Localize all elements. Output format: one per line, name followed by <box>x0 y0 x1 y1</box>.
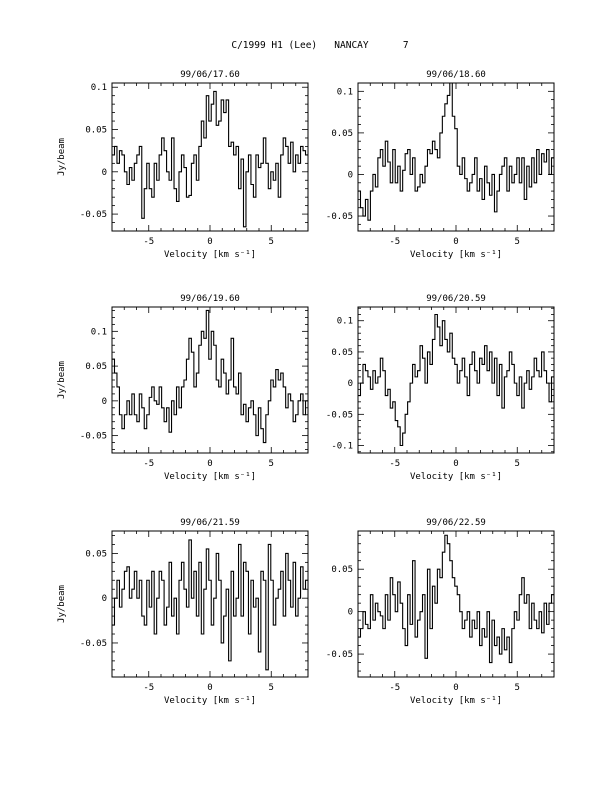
y-axis-label: Jy/beam <box>57 361 67 399</box>
x-tick-label: -5 <box>389 459 400 469</box>
x-tick-label: 5 <box>515 683 520 693</box>
y-tick-label: -0.05 <box>80 210 107 220</box>
panel-title: 99/06/22.59 <box>426 518 486 528</box>
x-tick-label: -5 <box>389 237 400 247</box>
x-axis-label: Velocity [km s⁻¹] <box>410 472 502 482</box>
x-tick-label: 5 <box>269 237 274 247</box>
spectrum-panel-3: -5 0 5 -0.05 0 0.05 0.1 99/06/19.60 Velocity [km… <box>57 294 309 482</box>
panel-title: 99/06/17.60 <box>180 70 240 80</box>
x-axis-label: Velocity [km s⁻¹] <box>164 250 256 260</box>
panel-title: 99/06/20.59 <box>426 294 486 304</box>
y-tick-label: -0.05 <box>80 639 107 649</box>
panel-title: 99/06/19.60 <box>180 294 240 304</box>
x-tick-label: 5 <box>269 459 274 469</box>
y-tick-label: 0 <box>348 608 353 618</box>
x-tick-label: -5 <box>143 237 154 247</box>
y-axis-label: Jy/beam <box>57 138 67 176</box>
x-tick-label: -5 <box>143 683 154 693</box>
x-tick-label: 0 <box>453 683 458 693</box>
y-tick-label: 0.05 <box>331 348 353 358</box>
y-tick-label: 0.05 <box>85 126 107 136</box>
y-tick-label: 0 <box>102 168 107 178</box>
y-tick-label: -0.05 <box>326 410 353 420</box>
x-tick-label: 5 <box>515 237 520 247</box>
spectrum-line <box>112 309 308 444</box>
y-tick-label: 0.1 <box>91 83 107 93</box>
panel-title: 99/06/18.60 <box>426 70 486 80</box>
plot-frame <box>357 306 555 454</box>
y-tick-label: 0.05 <box>331 565 353 575</box>
x-axis-label: Velocity [km s⁻¹] <box>410 696 502 706</box>
x-tick-label: 5 <box>515 459 520 469</box>
y-tick-label: 0.05 <box>85 362 107 372</box>
y-tick-label: 0.1 <box>91 327 107 337</box>
x-tick-label: 0 <box>207 459 212 469</box>
y-tick-label: 0.05 <box>85 549 107 559</box>
y-tick-label: 0 <box>348 379 353 389</box>
y-tick-label: -0.05 <box>80 432 107 442</box>
x-axis-label: Velocity [km s⁻¹] <box>164 472 256 482</box>
y-tick-label: -0.1 <box>331 442 353 452</box>
y-tick-label: 0.05 <box>331 129 353 139</box>
spectrum-panel-4: -5 0 5 -0.1 -0.05 0 0.05 0.1 99/06/20.59 Velocity… <box>326 294 555 482</box>
x-tick-label: 0 <box>453 459 458 469</box>
x-tick-label: -5 <box>143 459 154 469</box>
spectrum-panel-1: -5 0 5 -0.05 0 0.05 0.1 99/06/17.60 Velocity [km… <box>57 70 309 260</box>
page-title: C/1999 H1 (Lee) NANCAY 7 <box>231 40 408 51</box>
spectrum-panel-6: -5 0 5 -0.05 0 0.05 99/06/22.59 Velocity [km s⁻… <box>326 518 555 706</box>
panel-title: 99/06/21.59 <box>180 518 240 528</box>
y-tick-label: 0.1 <box>337 317 353 327</box>
x-tick-label: 0 <box>453 237 458 247</box>
x-tick-label: 0 <box>207 683 212 693</box>
y-tick-label: 0.1 <box>337 87 353 97</box>
y-tick-label: -0.05 <box>326 650 353 660</box>
y-axis-label: Jy/beam <box>57 585 67 623</box>
y-tick-label: 0 <box>102 594 107 604</box>
spectrum-panel-2: -5 0 5 -0.05 0 0.05 0.1 99/06/18.60 Velocity [km… <box>326 70 555 260</box>
x-axis-label: Velocity [km s⁻¹] <box>164 696 256 706</box>
spectrum-line <box>358 313 554 447</box>
spectrum-line <box>358 534 554 664</box>
y-tick-label: 0 <box>102 397 107 407</box>
x-tick-label: 0 <box>207 237 212 247</box>
x-tick-label: -5 <box>389 683 400 693</box>
y-tick-label: -0.05 <box>326 212 353 222</box>
spectrum-line <box>112 539 308 671</box>
spectrum-panel-5: -5 0 5 -0.05 0 0.05 99/06/21.59 Velocity [km s⁻… <box>57 518 309 706</box>
spectrum-line <box>358 82 554 221</box>
x-tick-label: 5 <box>269 683 274 693</box>
spectrum-line <box>112 90 308 228</box>
y-tick-label: 0 <box>348 170 353 180</box>
x-axis-label: Velocity [km s⁻¹] <box>410 250 502 260</box>
